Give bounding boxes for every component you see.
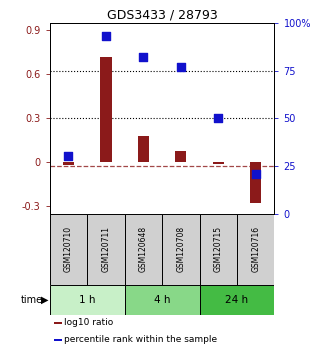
Point [66, 154, 71, 159]
Bar [100, 57, 112, 162]
Point [253, 171, 258, 176]
Bar [175, 150, 187, 162]
Bar [125, 213, 162, 285]
Bar [50, 285, 125, 315]
Bar [50, 213, 87, 285]
Bar [162, 213, 200, 285]
Text: GSM120711: GSM120711 [101, 226, 110, 272]
Bar [200, 285, 274, 315]
Text: GSM120716: GSM120716 [251, 226, 260, 272]
Bar [138, 136, 149, 162]
Point [216, 115, 221, 121]
Text: GSM120710: GSM120710 [64, 226, 73, 272]
Point [178, 64, 183, 70]
Text: GSM120715: GSM120715 [214, 226, 223, 272]
Point [103, 34, 108, 39]
Bar [87, 213, 125, 285]
Text: 24 h: 24 h [225, 295, 248, 305]
Text: GSM120648: GSM120648 [139, 226, 148, 272]
Text: GSM120708: GSM120708 [176, 226, 185, 272]
Bar [200, 213, 237, 285]
Bar [213, 162, 224, 164]
Bar [250, 162, 261, 203]
Bar [54, 321, 62, 324]
Text: time: time [21, 295, 43, 305]
Bar [237, 213, 274, 285]
Text: 4 h: 4 h [154, 295, 170, 305]
Point [141, 55, 146, 60]
Title: GDS3433 / 28793: GDS3433 / 28793 [107, 9, 218, 22]
Text: ▶: ▶ [41, 295, 48, 305]
Bar [54, 339, 62, 341]
Text: log10 ratio: log10 ratio [64, 318, 113, 327]
Text: 1 h: 1 h [79, 295, 95, 305]
Bar [125, 285, 200, 315]
Bar [63, 162, 74, 165]
Text: percentile rank within the sample: percentile rank within the sample [64, 335, 217, 344]
